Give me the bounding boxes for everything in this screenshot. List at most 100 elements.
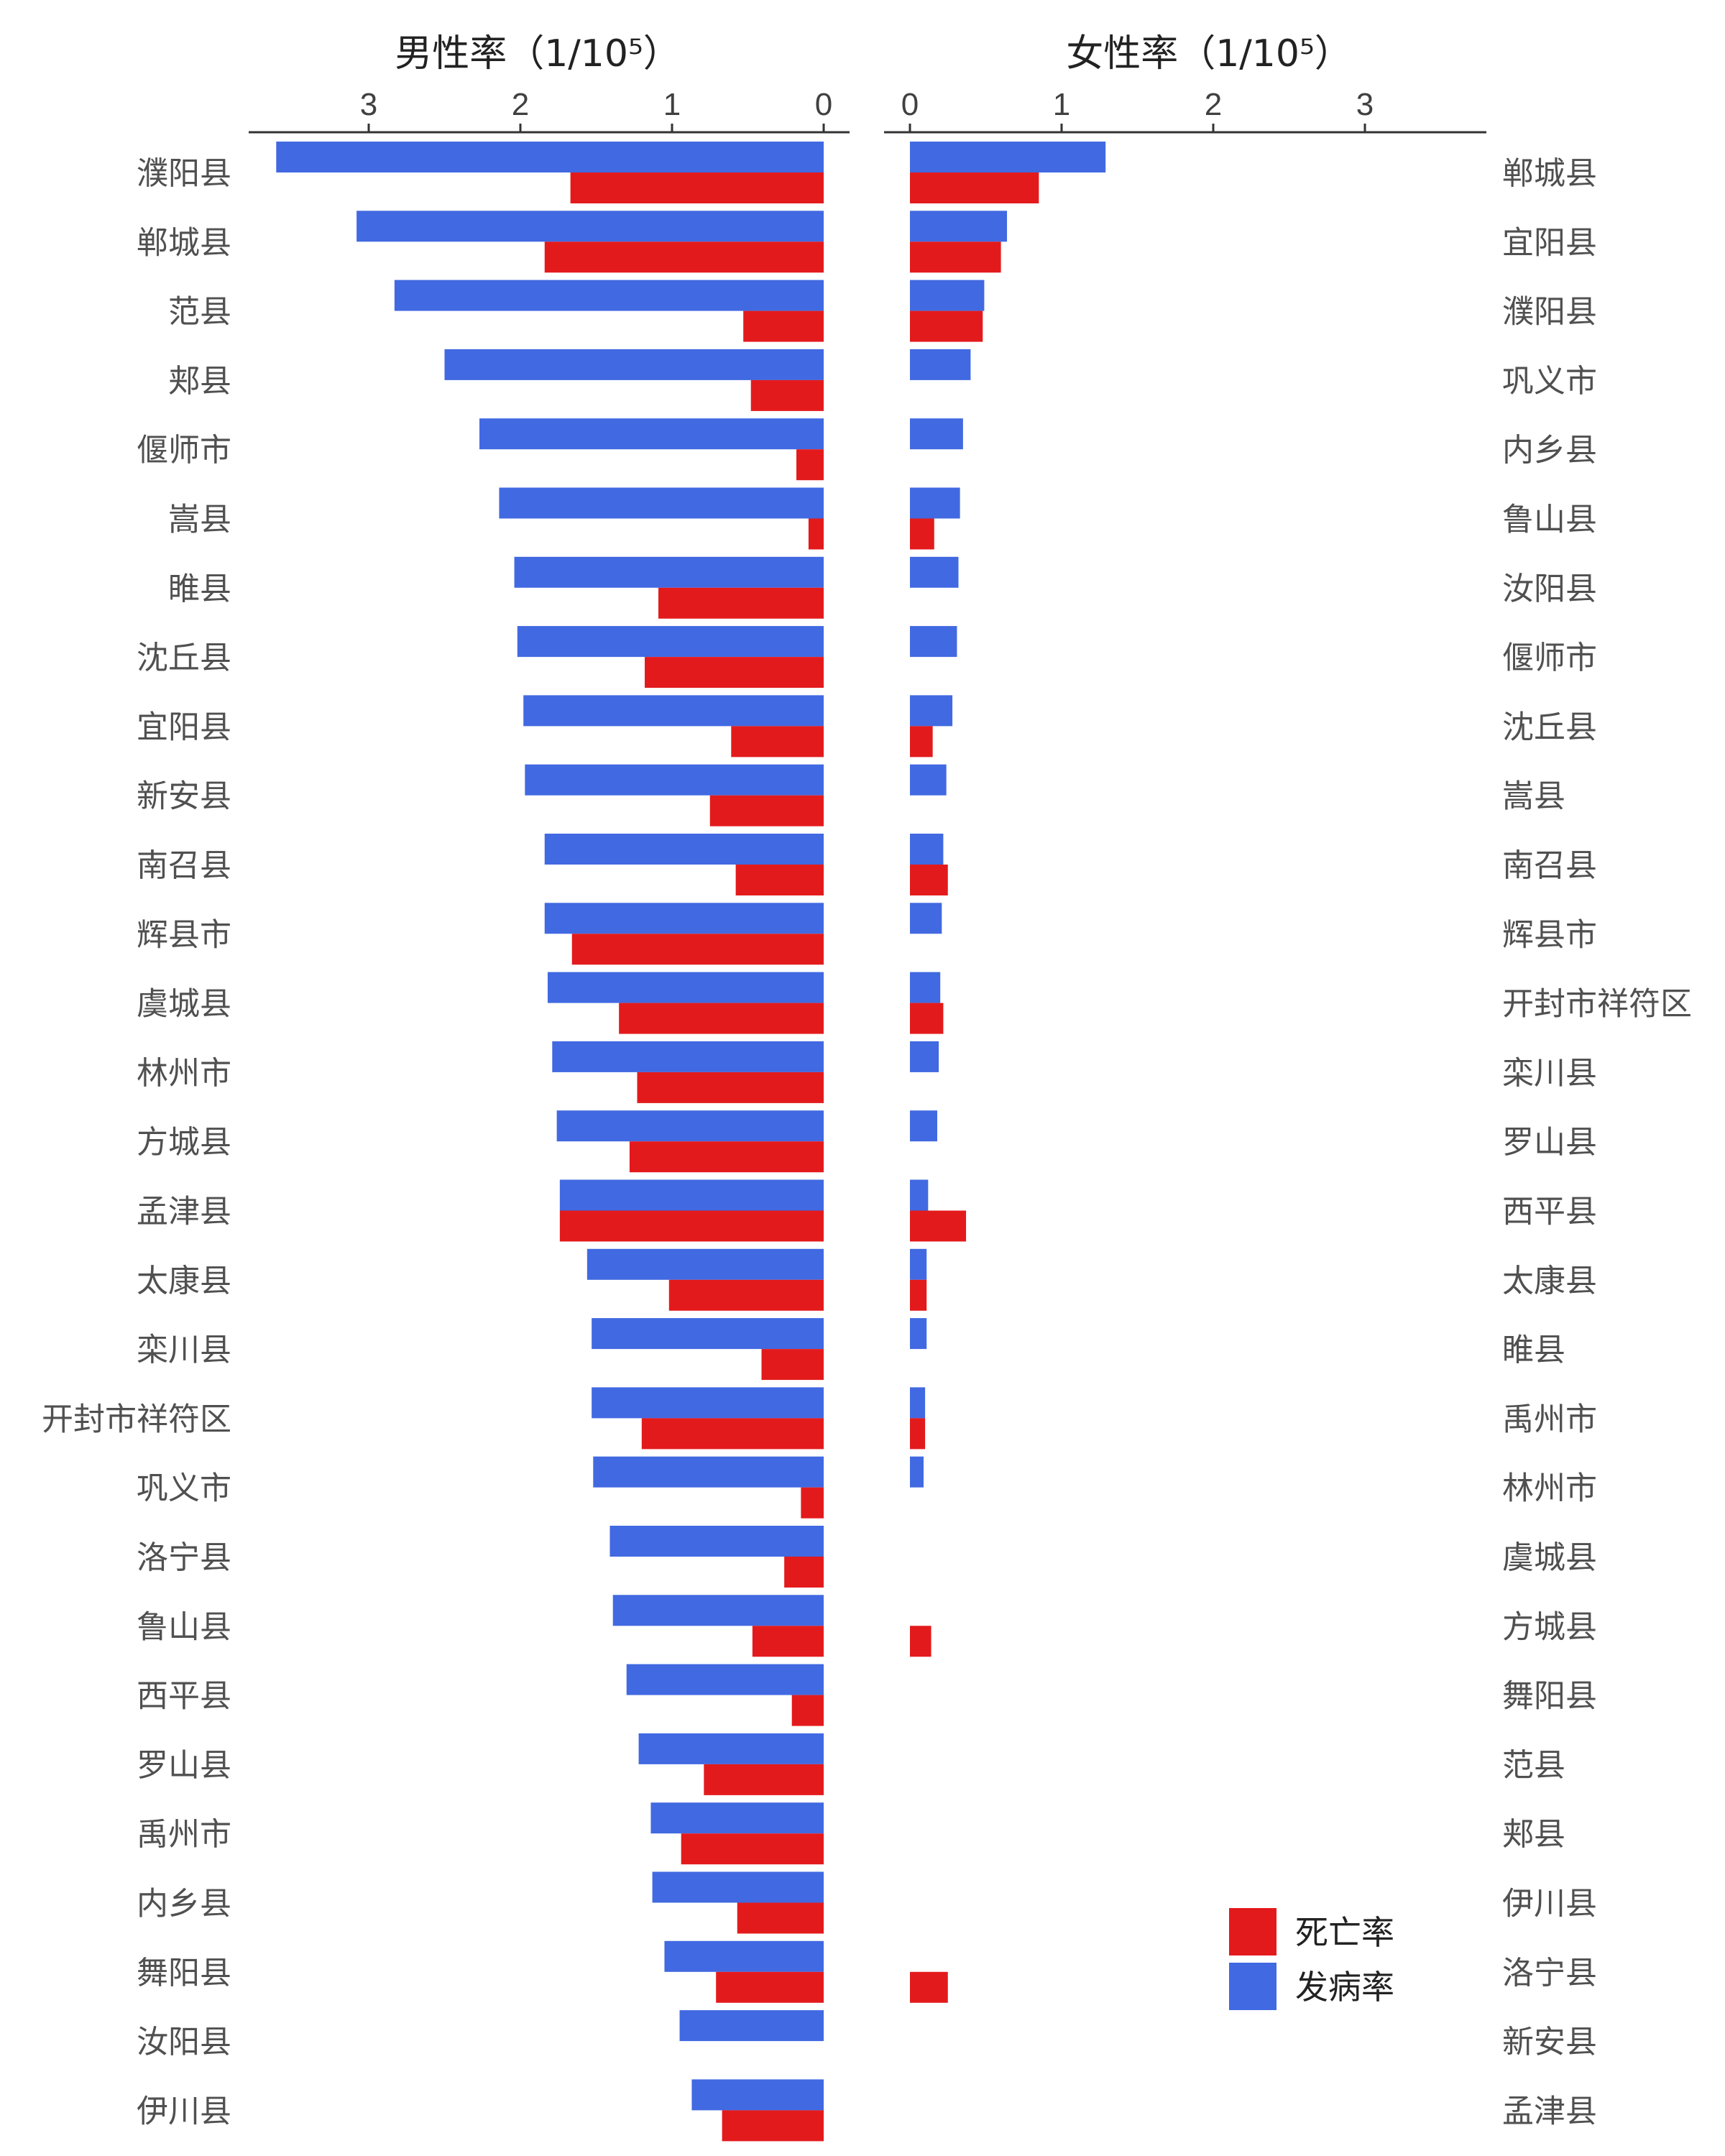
female-x-tick-label: 3 (1356, 87, 1374, 122)
male-bar-mortality (544, 241, 824, 273)
female-bar-mortality (910, 1626, 932, 1657)
male-bar-incidence (356, 211, 824, 242)
male-x-tick-label: 1 (663, 87, 681, 122)
male-bar-incidence (444, 349, 824, 380)
male-bar-mortality (645, 657, 824, 688)
male-bar-mortality (658, 587, 824, 619)
male-bar-mortality (722, 2110, 824, 2142)
female-bar-mortality (910, 1971, 948, 2003)
female-category-label: 内乡县 (1502, 432, 1597, 469)
male-category-label: 鲁山县 (137, 1608, 231, 1645)
male-category-label: 范县 (168, 294, 231, 331)
male-category-label: 西平县 (137, 1678, 231, 1715)
female-bar-incidence (910, 349, 971, 380)
male-bar-incidence (592, 1387, 824, 1419)
male-x-tick-label: 3 (360, 87, 377, 122)
female-category-label: 西平县 (1502, 1194, 1597, 1230)
male-bar-incidence (499, 487, 824, 519)
female-bar-mortality (910, 310, 983, 342)
female-bar-incidence (910, 764, 947, 796)
female-bar-incidence (910, 834, 944, 865)
female-bar-incidence (910, 280, 985, 311)
male-bar-incidence (664, 1940, 824, 1972)
male-bar-incidence (552, 1041, 824, 1072)
female-x-tick-label: 0 (901, 87, 919, 122)
male-bar-mortality (743, 310, 824, 342)
female-category-label: 郸城县 (1502, 155, 1597, 192)
female-category-label: 嵩县 (1502, 778, 1565, 815)
female-bar-mortality (910, 1418, 926, 1450)
legend-label: 发病率 (1295, 1968, 1394, 2007)
male-bar-mortality (704, 1764, 824, 1795)
male-bar-mortality (737, 1902, 824, 1934)
legend-label: 死亡率 (1295, 1913, 1394, 1952)
male-bar-mortality (668, 1279, 824, 1311)
female-x-tick-label: 2 (1205, 87, 1222, 122)
male-category-label: 伊川县 (137, 2093, 231, 2129)
male-bar-incidence (523, 695, 824, 727)
female-bar-incidence (910, 695, 953, 727)
male-bar-mortality (752, 1626, 824, 1657)
female-chart-title: 女性率（1/10⁵） (1066, 32, 1352, 75)
female-bar-incidence (910, 142, 1106, 172)
male-bar-incidence (556, 1110, 824, 1142)
female-category-label: 辉县市 (1502, 916, 1597, 953)
male-x-tick-label: 0 (815, 87, 832, 122)
male-bar-incidence (544, 834, 824, 865)
male-category-label: 虞城县 (137, 986, 231, 1023)
male-category-label: 睢县 (168, 571, 231, 607)
male-bar-mortality (709, 795, 824, 826)
female-bar-incidence (910, 418, 963, 450)
female-category-label: 舞阳县 (1502, 1678, 1597, 1715)
male-category-label: 内乡县 (137, 1886, 231, 1922)
male-category-label: 孟津县 (137, 1194, 231, 1230)
male-bar-incidence (650, 1802, 824, 1834)
male-bar-mortality (637, 1072, 824, 1103)
female-category-label: 太康县 (1502, 1263, 1597, 1299)
male-bar-mortality (761, 1349, 824, 1381)
male-bar-mortality (629, 1141, 824, 1173)
male-bar-mortality (571, 934, 824, 965)
female-category-label: 郏县 (1502, 1816, 1565, 1853)
male-category-label: 开封市祥符区 (42, 1401, 231, 1437)
male-category-label: 栾川县 (137, 1332, 231, 1368)
male-x-tick-label: 2 (512, 87, 529, 122)
female-category-label: 南召县 (1502, 847, 1597, 884)
male-bar-incidence (593, 1456, 824, 1488)
male-bar-incidence (610, 1526, 824, 1557)
male-bar-incidence (276, 142, 824, 172)
male-category-label: 罗山县 (137, 1747, 231, 1784)
female-category-label: 睢县 (1502, 1332, 1565, 1368)
male-category-label: 宜阳县 (137, 709, 231, 745)
male-category-label: 太康县 (137, 1263, 231, 1299)
male-bar-mortality (641, 1418, 824, 1450)
male-category-label: 郏县 (168, 363, 231, 400)
male-bar-mortality (559, 1210, 824, 1242)
male-bar-incidence (514, 556, 824, 588)
male-category-label: 沈丘县 (137, 640, 231, 676)
female-bar-incidence (910, 1110, 937, 1142)
female-bar-incidence (910, 211, 1008, 242)
male-bar-mortality (716, 1971, 824, 2003)
female-bar-incidence (910, 1318, 927, 1350)
male-rate-chart: 男性率（1/10⁵） 0 1 2 3 濮阳县郸城县范县郏县偃师市嵩县睢县沈丘县宜阳县新安县… (42, 32, 850, 2142)
female-category-label: 汝阳县 (1502, 571, 1597, 607)
male-category-label: 汝阳县 (137, 2024, 231, 2060)
male-bar-incidence (652, 1871, 824, 1903)
female-bar-mortality (910, 726, 933, 757)
female-category-label: 新安县 (1502, 2024, 1597, 2060)
female-bar-incidence (910, 1456, 924, 1488)
female-category-label: 范县 (1502, 1747, 1565, 1784)
female-bar-incidence (910, 626, 957, 658)
male-bar-incidence (679, 2010, 824, 2042)
female-bar-incidence (910, 903, 942, 934)
female-x-tick-label: 1 (1053, 87, 1070, 122)
female-category-label: 禹州市 (1502, 1401, 1597, 1437)
female-category-label: 方城县 (1502, 1608, 1597, 1645)
male-bar-incidence (592, 1318, 824, 1350)
male-bar-incidence (559, 1179, 824, 1211)
male-category-label: 禹州市 (137, 1816, 231, 1853)
female-bar-incidence (910, 1179, 929, 1211)
male-bar-mortality (735, 865, 824, 895)
male-bar-mortality (784, 1557, 824, 1588)
